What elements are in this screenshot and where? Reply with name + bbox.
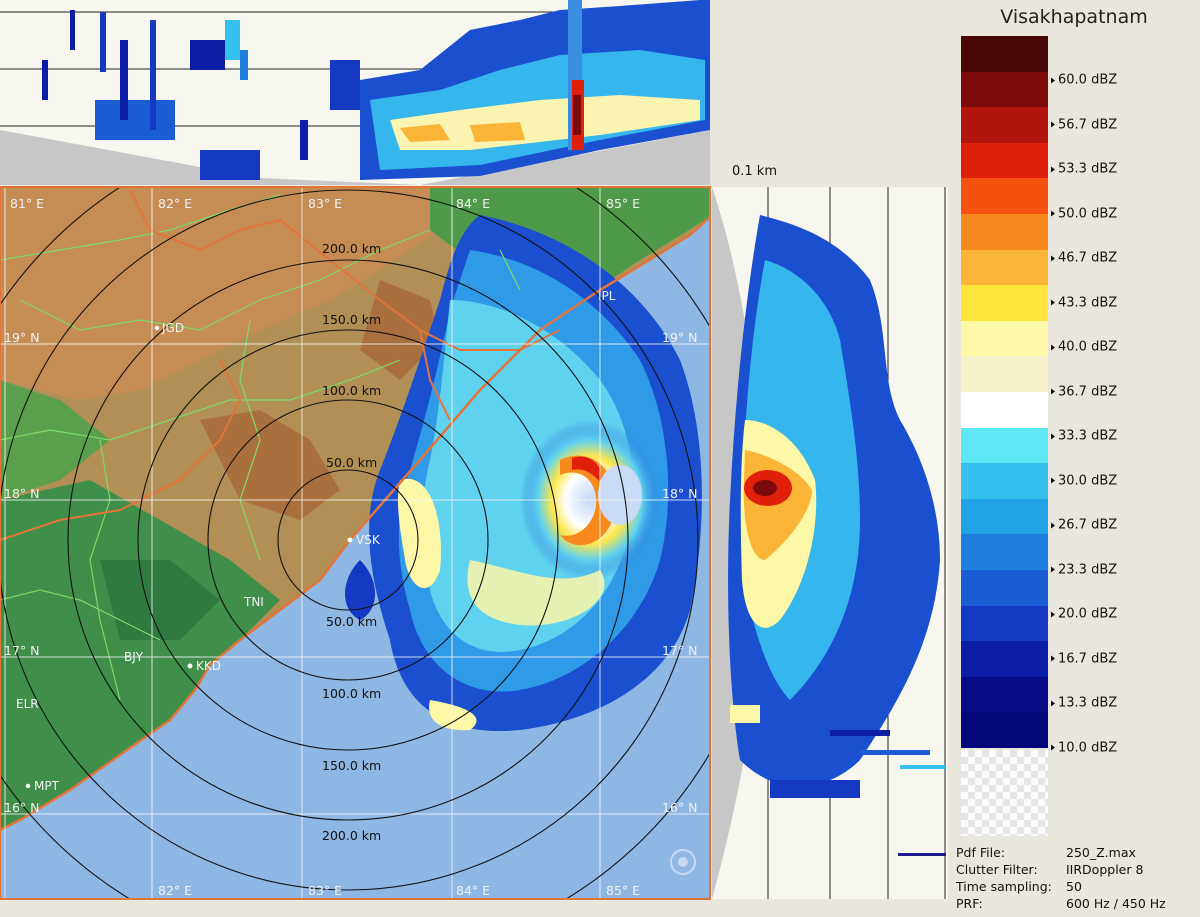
pdf-file-legend-line bbox=[898, 853, 946, 856]
map-frame bbox=[0, 186, 711, 900]
colorbar-tick-label: 56.7 dBZ bbox=[1051, 117, 1117, 132]
lon-label-82-top: 82° E bbox=[158, 196, 192, 211]
nodata-swatch bbox=[961, 750, 1048, 836]
lon-label-84-top: 84° E bbox=[456, 196, 490, 211]
colorbar-tick-label: 33.3 dBZ bbox=[1051, 429, 1117, 444]
colorbar-swatch bbox=[961, 142, 1048, 179]
side-projection-panel bbox=[712, 187, 948, 899]
colorbar-swatch bbox=[961, 569, 1048, 606]
colorbar-tick-label: 23.3 dBZ bbox=[1051, 562, 1117, 577]
colorbar bbox=[961, 36, 1048, 748]
lat-label-16-left: 16° N bbox=[4, 800, 39, 815]
lat-label-19-left: 19° N bbox=[4, 330, 39, 345]
colorbar-swatch bbox=[961, 178, 1048, 214]
colorbar-tick-label: 43.3 dBZ bbox=[1051, 295, 1117, 310]
colorbar-tick-label: 50.0 dBZ bbox=[1051, 206, 1117, 221]
main-map: 200.0 km 150.0 km 100.0 km 50.0 km 50.0 … bbox=[0, 187, 710, 899]
city-label-jgd: JGD bbox=[161, 321, 184, 335]
colorbar-tick-label: 10.0 dBZ bbox=[1051, 740, 1117, 755]
city-dot-kkd bbox=[187, 663, 193, 669]
info-row-prf: PRF: 600 Hz / 450 Hz bbox=[956, 896, 1166, 911]
lon-label-83-top: 83° E bbox=[308, 196, 342, 211]
range-label-150-south: 150.0 km bbox=[322, 758, 381, 773]
colorbar-tick-label: 60.0 dBZ bbox=[1051, 73, 1117, 88]
coastline bbox=[0, 216, 710, 832]
lon-label-84-bottom: 84° E bbox=[456, 883, 490, 898]
colorbar-swatch bbox=[961, 285, 1048, 321]
station-title: Visakhapatnam bbox=[1000, 6, 1148, 28]
city-label-bjy: BJY bbox=[124, 650, 144, 664]
imd-logo bbox=[670, 849, 696, 875]
colorbar-tick-label: 46.7 dBZ bbox=[1051, 251, 1117, 266]
city-dot-vsk bbox=[347, 537, 353, 543]
lat-label-16-right: 16° N bbox=[662, 800, 697, 815]
colorbar-tick-label: 13.3 dBZ bbox=[1051, 696, 1117, 711]
colorbar-swatch bbox=[961, 391, 1048, 428]
colorbar-swatch bbox=[961, 534, 1048, 570]
colorbar-swatch bbox=[961, 71, 1048, 108]
colorbar-swatch bbox=[961, 676, 1048, 713]
top-projection-panel bbox=[0, 0, 710, 185]
lat-label-18-left: 18° N bbox=[4, 486, 39, 501]
info-block: Pdf File: 250_Z.max Clutter Filter: IIRDop… bbox=[956, 845, 1166, 913]
colorbar-swatch bbox=[961, 605, 1048, 642]
colorbar-swatch bbox=[961, 463, 1048, 499]
range-label-200-south: 200.0 km bbox=[322, 828, 381, 843]
city-label-tni: TNI bbox=[243, 595, 264, 609]
range-label-100-north: 100.0 km bbox=[322, 383, 381, 398]
city-label-elr: ELR bbox=[16, 697, 39, 711]
colorbar-tick-label: 36.7 dBZ bbox=[1051, 384, 1117, 399]
colorbar-tick-label: 16.7 dBZ bbox=[1051, 651, 1117, 666]
city-dot-mpt bbox=[25, 783, 31, 789]
lon-label-85-bottom: 85° E bbox=[606, 883, 640, 898]
colorbar-swatch bbox=[961, 213, 1048, 250]
state-boundaries bbox=[0, 189, 561, 541]
range-label-50-north: 50.0 km bbox=[326, 455, 377, 470]
height-label: 0.1 km bbox=[732, 164, 777, 179]
colorbar-tick-label: 40.0 dBZ bbox=[1051, 340, 1117, 355]
lat-lon-grid bbox=[0, 187, 710, 899]
colorbar-swatch bbox=[961, 36, 1048, 72]
colorbar-swatch bbox=[961, 320, 1048, 357]
colorbar-swatch bbox=[961, 356, 1048, 392]
info-row-clutter-filter: Clutter Filter: IIRDoppler 8 bbox=[956, 862, 1144, 877]
info-row-pdf-file: Pdf File: 250_Z.max bbox=[956, 845, 1136, 860]
range-label-200-north: 200.0 km bbox=[322, 241, 381, 256]
lat-label-17-left: 17° N bbox=[4, 643, 39, 658]
colorbar-swatch bbox=[961, 107, 1048, 143]
city-label-mpt: MPT bbox=[34, 779, 60, 793]
lat-label-19-right: 19° N bbox=[662, 330, 697, 345]
range-label-150-north: 150.0 km bbox=[322, 312, 381, 327]
lon-label-83-bottom: 83° E bbox=[308, 883, 342, 898]
legend-panel: Visakhapatnam 60.0 dBZ 56.7 dBZ 53.3 dBZ 50… bbox=[948, 0, 1200, 917]
lon-label-81-top: 81° E bbox=[10, 196, 44, 211]
city-label-kkd: KKD bbox=[196, 659, 221, 673]
lon-label-85-top: 85° E bbox=[606, 196, 640, 211]
range-rings bbox=[0, 187, 710, 899]
colorbar-tick-label: 30.0 dBZ bbox=[1051, 473, 1117, 488]
range-label-50-south: 50.0 km bbox=[326, 614, 377, 629]
colorbar-swatch bbox=[961, 498, 1048, 535]
range-label-100-south: 100.0 km bbox=[322, 686, 381, 701]
colorbar-swatch bbox=[961, 712, 1048, 748]
lat-label-18-right: 18° N bbox=[662, 486, 697, 501]
info-row-time-sampling: Time sampling: 50 bbox=[956, 879, 1082, 894]
lat-label-17-right: 17° N bbox=[662, 643, 697, 658]
city-label-vsk: VSK bbox=[356, 533, 381, 547]
city-dot-jgd bbox=[154, 325, 160, 331]
colorbar-tick-label: 26.7 dBZ bbox=[1051, 518, 1117, 533]
colorbar-tick-label: 20.0 dBZ bbox=[1051, 607, 1117, 622]
lon-label-82-bottom: 82° E bbox=[158, 883, 192, 898]
colorbar-swatch bbox=[961, 641, 1048, 677]
colorbar-swatch bbox=[961, 427, 1048, 464]
colorbar-tick-label: 53.3 dBZ bbox=[1051, 162, 1117, 177]
top-panel-gray-wedge bbox=[710, 130, 948, 185]
colorbar-swatch bbox=[961, 249, 1048, 286]
city-label-ipl: IPL bbox=[598, 289, 616, 303]
